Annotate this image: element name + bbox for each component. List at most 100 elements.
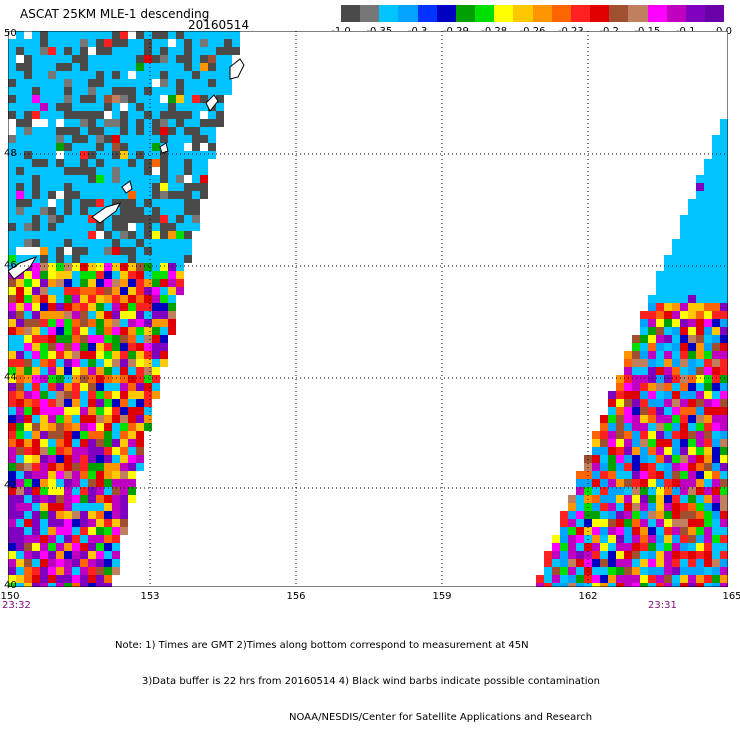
swath-cell	[112, 367, 120, 375]
swath-cell	[568, 519, 576, 527]
swath-cell	[32, 191, 40, 199]
swath-cell	[96, 87, 104, 95]
swath-cell	[720, 471, 728, 479]
swath-cell	[624, 351, 632, 359]
swath-cell	[616, 391, 624, 399]
swath-cell	[216, 103, 224, 111]
swath-cell	[56, 423, 64, 431]
product-date: 20160514	[188, 18, 250, 32]
swath-cell	[712, 367, 720, 375]
swath-cell	[680, 375, 688, 383]
swath-cell	[656, 343, 664, 351]
swath-cell	[144, 191, 152, 199]
swath-cell	[160, 167, 168, 175]
swath-cell	[48, 423, 56, 431]
swath-cell	[32, 95, 40, 103]
swath-cell	[160, 127, 168, 135]
swath-cell	[136, 111, 144, 119]
swath-cell	[192, 167, 200, 175]
swath-cell	[16, 439, 24, 447]
swath-cell	[16, 167, 24, 175]
swath-cell	[192, 207, 200, 215]
swath-cell	[112, 39, 120, 47]
swath-cell	[592, 583, 600, 587]
swath-cell	[624, 567, 632, 575]
legend-swatch	[436, 5, 456, 22]
swath-cell	[128, 335, 136, 343]
swath-cell	[144, 71, 152, 79]
swath-cell	[632, 383, 640, 391]
swath-cell	[48, 359, 56, 367]
swath-cell	[24, 335, 32, 343]
swath-cell	[80, 383, 88, 391]
swath-cell	[48, 383, 56, 391]
swath-cell	[40, 527, 48, 535]
swath-cell	[56, 335, 64, 343]
swath-cell	[608, 415, 616, 423]
swath-cell	[720, 423, 728, 431]
swath-cell	[576, 479, 584, 487]
swath-cell	[208, 71, 216, 79]
swath-cell	[688, 415, 696, 423]
swath-cell	[64, 471, 72, 479]
swath-cell	[616, 567, 624, 575]
swath-cell	[176, 231, 184, 239]
swath-cell	[680, 271, 688, 279]
note-line-3: NOAA/NESDIS/Center for Satellite Applica…	[289, 712, 593, 723]
swath-cell	[680, 295, 688, 303]
swath-cell	[24, 535, 32, 543]
swath-cell	[16, 359, 24, 367]
swath-cell	[720, 311, 728, 319]
swath-cell	[112, 95, 120, 103]
swath-cell	[64, 183, 72, 191]
swath-cell	[712, 447, 720, 455]
swath-cell	[128, 271, 136, 279]
swath-cell	[16, 431, 24, 439]
swath-cell	[144, 303, 152, 311]
swath-cell	[16, 375, 24, 383]
swath-cell	[32, 263, 40, 271]
swath-cell	[112, 559, 120, 567]
swath-cell	[136, 103, 144, 111]
swath-cell	[232, 47, 240, 55]
swath-cell	[48, 391, 56, 399]
swath-cell	[120, 263, 128, 271]
swath-cell	[80, 135, 88, 143]
swath-cell	[720, 175, 728, 183]
swath-cell	[720, 519, 728, 527]
swath-cell	[656, 503, 664, 511]
swath-cell	[624, 543, 632, 551]
swath-cell	[112, 391, 120, 399]
swath-cell	[32, 447, 40, 455]
swath-cell	[144, 79, 152, 87]
swath-cell	[40, 95, 48, 103]
swath-cell	[80, 111, 88, 119]
swath-cell	[184, 79, 192, 87]
swath-cell	[88, 215, 96, 223]
swath-cell	[616, 423, 624, 431]
swath-cell	[64, 47, 72, 55]
swath-cell	[16, 479, 24, 487]
swath-cell	[152, 199, 160, 207]
swath-cell	[224, 31, 232, 39]
swath-cell	[16, 527, 24, 535]
swath-cell	[168, 111, 176, 119]
swath-cell	[600, 471, 608, 479]
swath-cell	[56, 383, 64, 391]
swath-cell	[56, 391, 64, 399]
swath-cell	[48, 399, 56, 407]
swath-cell	[136, 271, 144, 279]
swath-cell	[128, 207, 136, 215]
swath-cell	[88, 143, 96, 151]
swath-cell	[680, 551, 688, 559]
swath-cell	[704, 583, 712, 587]
swath-cell	[32, 359, 40, 367]
swath-cell	[24, 511, 32, 519]
swath-right	[536, 119, 728, 587]
swath-cell	[128, 39, 136, 47]
swath-cell	[40, 231, 48, 239]
swath-cell	[8, 63, 16, 71]
swath-cell	[24, 183, 32, 191]
swath-cell	[24, 191, 32, 199]
swath-cell	[712, 263, 720, 271]
